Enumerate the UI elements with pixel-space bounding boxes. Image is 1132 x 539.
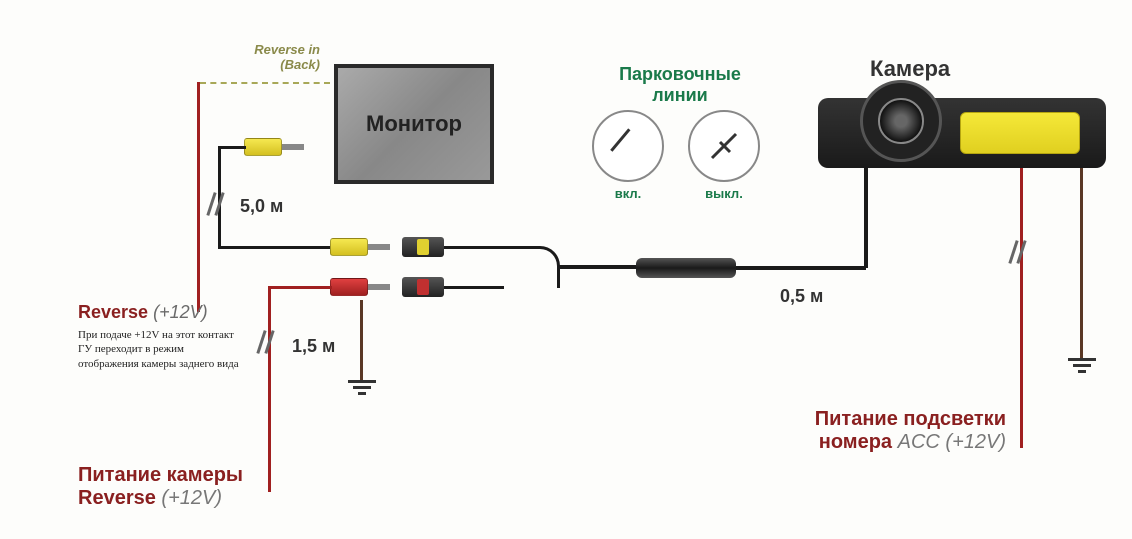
note-l2: ГУ переходит в режим: [78, 342, 239, 356]
rca-red-body: [330, 278, 368, 296]
cable-break-right: [1012, 240, 1030, 266]
rca-video-plug: [330, 238, 390, 256]
wire-merged: [558, 265, 638, 269]
ground-r-line3: [1078, 370, 1086, 373]
reverse-in-label: Reverse in (Back): [210, 42, 320, 72]
ground-line2: [353, 386, 371, 389]
parking-lines-title: Парковочные линии: [580, 64, 780, 106]
rca-yellow-body2: [330, 238, 368, 256]
cam-power-l2: Reverse: [78, 487, 156, 509]
reverse-12v-block: Reverse (+12V): [78, 302, 208, 323]
rca-power-socket: [402, 277, 444, 297]
parking-title-2: линии: [580, 85, 780, 106]
license-light: [960, 112, 1080, 154]
cable-break-1-5m: [260, 330, 278, 356]
wire-after-red: [444, 286, 504, 289]
camera-body: [860, 80, 942, 162]
wire-to-camera-v: [864, 168, 868, 268]
light-power-src: ACC: [898, 431, 940, 453]
light-power-block: Питание подсветки номера ACC (+12V): [766, 408, 1006, 454]
note-l3: отображения камеры заднего вида: [78, 357, 239, 371]
parking-on-wire-icon: [610, 128, 630, 151]
len-0-5m: 0,5 м: [780, 286, 823, 307]
wire-to-camera-h: [736, 266, 866, 270]
cam-power-val: (+12V): [161, 487, 222, 509]
ground-r-line1: [1068, 358, 1096, 361]
rca-socket-inner-red: [417, 279, 429, 295]
parking-on-label: вкл.: [592, 186, 664, 201]
camera-lens-icon: [878, 98, 924, 144]
rca-video-socket: [402, 237, 444, 257]
reverse-value: (+12V): [153, 302, 208, 322]
parking-off-circle: [688, 110, 760, 182]
ground-right: [1068, 358, 1096, 376]
ground-line3: [358, 392, 366, 395]
wire-ground-right: [1080, 168, 1083, 358]
ground-center: [348, 380, 376, 398]
ground-r-line2: [1073, 364, 1091, 367]
len-5m: 5,0 м: [240, 196, 283, 217]
parking-title-1: Парковочные: [580, 64, 780, 85]
reverse-in-line2: (Back): [210, 57, 320, 72]
wire-bundle-h: [218, 246, 338, 249]
reverse-label: Reverse: [78, 302, 148, 322]
reverse-in-dashed: [200, 82, 330, 84]
rca-tip-icon: [282, 144, 304, 150]
light-power-val: (+12V): [945, 431, 1006, 453]
reverse-in-line1: Reverse in: [210, 42, 320, 57]
parking-on-circle: [592, 110, 664, 182]
note-l1: При подаче +12V на этот контакт: [78, 328, 239, 342]
wire-light-power: [1020, 168, 1023, 448]
wire-cam-power-h: [268, 286, 332, 289]
monitor: Монитор: [334, 64, 494, 184]
wire-merge-curve: [500, 246, 560, 288]
wire-reverse-trigger: [197, 82, 200, 312]
rca-power-plug: [330, 278, 390, 296]
cable-break-5m: [210, 192, 228, 218]
rca-socket-inner-yellow: [417, 239, 429, 255]
wire-cam-power-v: [268, 286, 271, 492]
note-block: При подаче +12V на этот контакт ГУ перех…: [78, 328, 239, 371]
wire-ground-center: [360, 300, 363, 380]
parking-off-cut-icon: [704, 126, 744, 166]
camera-power-block: Питание камеры Reverse (+12V): [78, 464, 243, 510]
monitor-label: Монитор: [366, 111, 462, 137]
rca-monitor-yellow: [244, 138, 304, 156]
rca-yellow-body: [244, 138, 282, 156]
inline-connector: [636, 258, 736, 278]
camera-title: Камера: [870, 56, 950, 82]
wire-monitor-video: [218, 146, 246, 149]
light-power-l1: Питание подсветки: [766, 408, 1006, 431]
rca-tip-icon3: [368, 284, 390, 290]
len-1-5m: 1,5 м: [292, 336, 335, 357]
rca-tip-icon2: [368, 244, 390, 250]
cam-power-l1: Питание камеры: [78, 464, 243, 487]
light-power-l2: номера: [819, 431, 892, 453]
ground-line1: [348, 380, 376, 383]
parking-off-label: выкл.: [688, 186, 760, 201]
